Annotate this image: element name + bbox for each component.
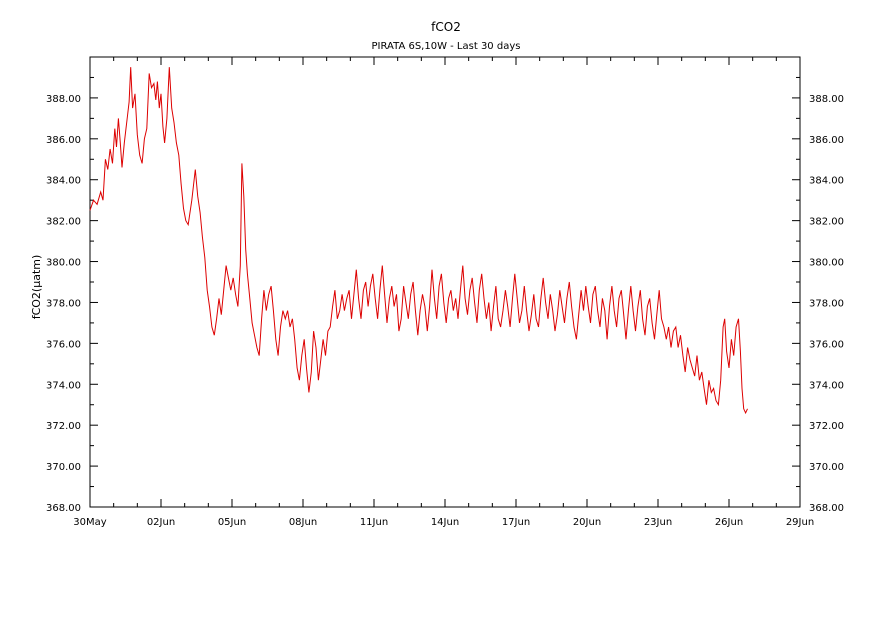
y-tick-label-right: 378.00	[809, 298, 844, 309]
y-tick-label-left: 372.00	[46, 421, 81, 432]
y-tick-label-left: 384.00	[46, 176, 81, 187]
y-tick-label-left: 388.00	[46, 94, 81, 105]
y-tick-label-left: 370.00	[46, 462, 81, 473]
x-axis: 30May 02Jun 05Jun 08Jun 11Jun 14Jun 17Jun 20Jun…	[73, 57, 814, 528]
chart-subtitle: PIRATA 6S,10W - Last 30 days	[372, 41, 521, 52]
plot-frame	[89, 56, 801, 508]
x-tick-label: 02Jun	[147, 517, 175, 528]
x-tick-label: 30May	[73, 517, 106, 528]
y-tick-label-right: 382.00	[809, 217, 844, 228]
x-tick-label: 05Jun	[218, 517, 246, 528]
x-tick-label: 11Jun	[360, 517, 388, 528]
x-tick-label: 14Jun	[431, 517, 459, 528]
x-tick-label: 29Jun	[786, 517, 814, 528]
y-tick-label-left: 382.00	[46, 217, 81, 228]
y-tick-label-right: 386.00	[809, 135, 844, 146]
y-tick-label-right: 368.00	[809, 503, 844, 514]
x-tick-label: 08Jun	[289, 517, 317, 528]
y-tick-label-right: 374.00	[809, 380, 844, 391]
x-tick-label: 26Jun	[715, 517, 743, 528]
y-tick-label-right: 370.00	[809, 462, 844, 473]
y-tick-label-right: 388.00	[809, 94, 844, 105]
x-tick-label: 20Jun	[573, 517, 601, 528]
chart-title: fCO2	[431, 20, 461, 34]
y-tick-label-left: 380.00	[46, 258, 81, 269]
data-series	[89, 67, 748, 415]
y-tick-label-left: 386.00	[46, 135, 81, 146]
y-tick-label-left: 368.00	[46, 503, 81, 514]
y-tick-label-right: 372.00	[809, 421, 844, 432]
x-tick-label: 23Jun	[644, 517, 672, 528]
y-axis-label: fCO2(μatm)	[30, 255, 43, 320]
y-tick-label-left: 374.00	[46, 380, 81, 391]
y-tick-label-right: 376.00	[809, 339, 844, 350]
y-tick-label-right: 380.00	[809, 258, 844, 269]
y-axis: 368.00 368.00 370.00 370.00 372.00 372.00 374.…	[46, 76, 844, 514]
y-tick-label-left: 376.00	[46, 339, 81, 350]
fco2-series-line	[89, 67, 748, 415]
x-tick-label: 17Jun	[502, 517, 530, 528]
y-tick-label-left: 378.00	[46, 298, 81, 309]
y-tick-label-right: 384.00	[809, 176, 844, 187]
